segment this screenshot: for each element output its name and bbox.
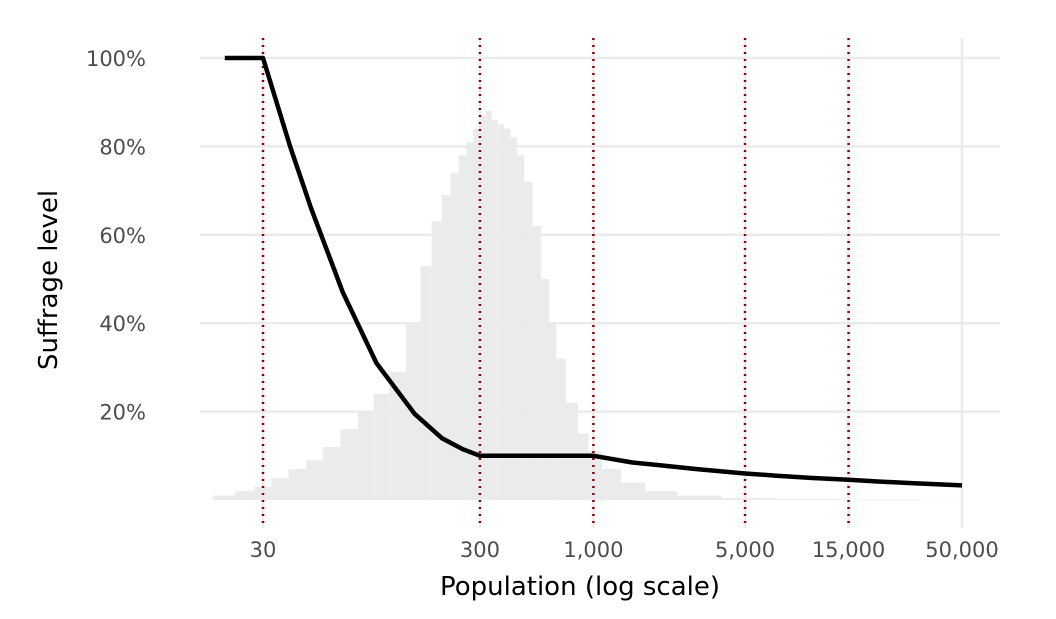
histogram-bar <box>357 411 374 500</box>
y-tick-labels: 20% 40% 60% 80% 100% <box>86 47 146 425</box>
histogram-bar <box>541 279 550 500</box>
histogram-bar <box>373 393 390 500</box>
histogram-bar <box>466 141 474 501</box>
histogram-bar <box>323 446 341 500</box>
histogram-bar <box>271 477 289 500</box>
histogram-bar <box>288 469 306 500</box>
histogram-bar <box>524 181 533 500</box>
x-axis-title: Population (log scale) <box>440 572 720 602</box>
histogram-layer <box>212 111 962 501</box>
histogram-bar <box>441 195 451 500</box>
y-tick-label: 80% <box>99 135 146 159</box>
histogram-bar <box>621 482 646 500</box>
histogram-bar <box>532 225 542 500</box>
histogram-bar <box>420 265 432 500</box>
histogram-bar <box>340 429 358 500</box>
histogram-bar <box>497 124 505 501</box>
x-tick-label: 5,000 <box>715 538 775 562</box>
histogram-bar <box>720 497 778 500</box>
x-tick-label: 1,000 <box>563 538 623 562</box>
y-tick-label: 100% <box>86 47 146 71</box>
histogram-bar <box>549 323 557 500</box>
histogram-bar <box>588 451 602 500</box>
histogram-bar <box>305 460 324 500</box>
histogram-bar <box>777 499 844 500</box>
histogram-bar <box>556 358 567 500</box>
series-line-layer <box>224 55 963 488</box>
series-line <box>224 55 963 488</box>
histogram-bar <box>491 119 498 500</box>
x-tick-label: 50,000 <box>925 538 998 562</box>
y-axis-title: Suffrage level <box>34 190 64 370</box>
histogram-bar <box>450 172 459 501</box>
histogram-bar <box>601 469 622 500</box>
x-tick-label: 30 <box>250 538 277 562</box>
histogram-bar <box>517 155 525 501</box>
y-tick-label: 60% <box>99 224 146 248</box>
y-tick-label: 40% <box>99 312 146 336</box>
y-tick-label: 20% <box>99 401 146 425</box>
histogram-bar <box>577 433 589 500</box>
histogram-bar <box>677 495 721 500</box>
x-tick-label: 15,000 <box>812 538 885 562</box>
x-tick-labels: 30 300 1,000 5,000 15,000 50,000 <box>250 538 999 562</box>
histogram-bar <box>458 155 467 501</box>
histogram-bar <box>485 111 492 500</box>
histogram-bar <box>479 115 486 501</box>
histogram-bar <box>510 137 518 500</box>
histogram-bar <box>504 128 511 500</box>
histogram-bar <box>389 371 407 500</box>
histogram-bar <box>645 491 678 500</box>
histogram-bar <box>473 128 480 500</box>
histogram-bar <box>431 221 442 501</box>
histogram-bar <box>212 495 236 500</box>
histogram-bar <box>235 491 255 500</box>
x-tick-label: 300 <box>460 538 500 562</box>
histogram-bar <box>566 402 578 500</box>
